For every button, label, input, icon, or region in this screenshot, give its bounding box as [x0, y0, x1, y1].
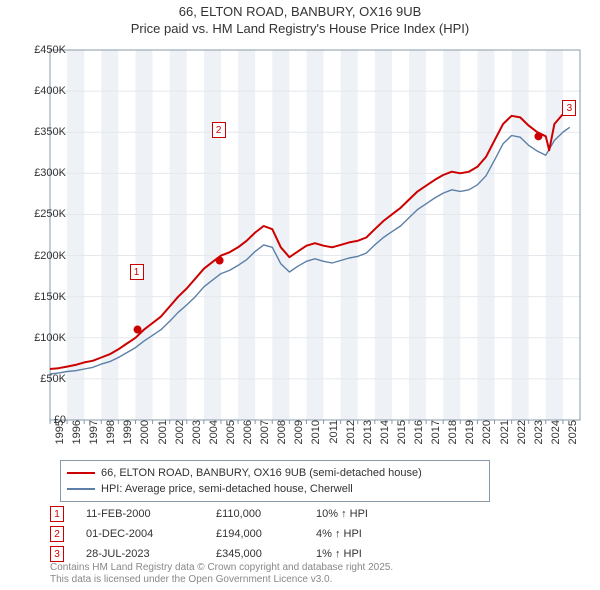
- sale-price: £345,000: [216, 548, 316, 560]
- x-tick-label: 2024: [550, 420, 562, 460]
- x-tick-label: 2014: [379, 420, 391, 460]
- x-tick-label: 2011: [328, 420, 340, 460]
- chart-marker: 3: [562, 100, 576, 116]
- legend-swatch-blue: [67, 488, 95, 490]
- sale-date: 01-DEC-2004: [86, 528, 216, 540]
- legend-label-red: 66, ELTON ROAD, BANBURY, OX16 9UB (semi-…: [101, 467, 422, 479]
- x-tick-label: 2007: [259, 420, 271, 460]
- y-tick-label: £100K: [34, 332, 66, 344]
- x-tick-label: 2025: [567, 420, 579, 460]
- footnote-line1: Contains HM Land Registry data © Crown c…: [50, 562, 393, 574]
- x-tick-label: 2010: [310, 420, 322, 460]
- x-tick-label: 2002: [174, 420, 186, 460]
- x-tick-label: 2023: [533, 420, 545, 460]
- sale-marker: 1: [50, 506, 64, 522]
- x-tick-label: 1999: [122, 420, 134, 460]
- sale-date: 11-FEB-2000: [86, 508, 216, 520]
- footnote: Contains HM Land Registry data © Crown c…: [50, 562, 393, 586]
- sale-marker: 2: [50, 526, 64, 542]
- x-tick-label: 1997: [88, 420, 100, 460]
- x-tick-label: 2022: [516, 420, 528, 460]
- x-tick-label: 2001: [157, 420, 169, 460]
- y-tick-label: £400K: [34, 85, 66, 97]
- sale-marker: 3: [50, 546, 64, 562]
- x-tick-label: 2020: [481, 420, 493, 460]
- y-tick-label: £200K: [34, 250, 66, 262]
- x-tick-label: 2016: [413, 420, 425, 460]
- x-tick-label: 2005: [225, 420, 237, 460]
- x-tick-label: 2008: [276, 420, 288, 460]
- sale-delta: 1% ↑ HPI: [316, 548, 436, 560]
- sale-price: £110,000: [216, 508, 316, 520]
- legend-swatch-red: [67, 472, 95, 474]
- legend: 66, ELTON ROAD, BANBURY, OX16 9UB (semi-…: [60, 460, 490, 502]
- sale-delta: 10% ↑ HPI: [316, 508, 436, 520]
- x-tick-label: 1995: [54, 420, 66, 460]
- x-tick-label: 1996: [71, 420, 83, 460]
- sales-row: 3 28-JUL-2023 £345,000 1% ↑ HPI: [50, 544, 436, 564]
- sales-row: 1 11-FEB-2000 £110,000 10% ↑ HPI: [50, 504, 436, 524]
- x-tick-label: 1998: [105, 420, 117, 460]
- sales-row: 2 01-DEC-2004 £194,000 4% ↑ HPI: [50, 524, 436, 544]
- x-tick-label: 2012: [345, 420, 357, 460]
- legend-row-blue: HPI: Average price, semi-detached house,…: [67, 481, 483, 497]
- page: 66, ELTON ROAD, BANBURY, OX16 9UB Price …: [0, 0, 600, 590]
- y-tick-label: £50K: [40, 373, 66, 385]
- x-tick-label: 2019: [464, 420, 476, 460]
- x-tick-label: 2003: [191, 420, 203, 460]
- x-tick-label: 2017: [430, 420, 442, 460]
- x-tick-label: 2015: [396, 420, 408, 460]
- sales-table: 1 11-FEB-2000 £110,000 10% ↑ HPI 2 01-DE…: [50, 504, 436, 564]
- y-tick-label: £150K: [34, 291, 66, 303]
- sale-price: £194,000: [216, 528, 316, 540]
- y-tick-label: £300K: [34, 167, 66, 179]
- chart-marker: 2: [212, 122, 226, 138]
- x-tick-label: 2021: [499, 420, 511, 460]
- x-tick-label: 2000: [139, 420, 151, 460]
- x-tick-label: 2009: [293, 420, 305, 460]
- y-tick-label: £450K: [34, 44, 66, 56]
- legend-row-red: 66, ELTON ROAD, BANBURY, OX16 9UB (semi-…: [67, 465, 483, 481]
- price-chart: [0, 0, 600, 460]
- x-tick-label: 2006: [242, 420, 254, 460]
- chart-marker: 1: [130, 264, 144, 280]
- x-tick-label: 2013: [362, 420, 374, 460]
- x-tick-label: 2018: [447, 420, 459, 460]
- x-tick-label: 2004: [208, 420, 220, 460]
- legend-label-blue: HPI: Average price, semi-detached house,…: [101, 483, 353, 495]
- footnote-line2: This data is licensed under the Open Gov…: [50, 574, 393, 586]
- y-tick-label: £250K: [34, 208, 66, 220]
- sale-date: 28-JUL-2023: [86, 548, 216, 560]
- sale-delta: 4% ↑ HPI: [316, 528, 436, 540]
- y-tick-label: £350K: [34, 126, 66, 138]
